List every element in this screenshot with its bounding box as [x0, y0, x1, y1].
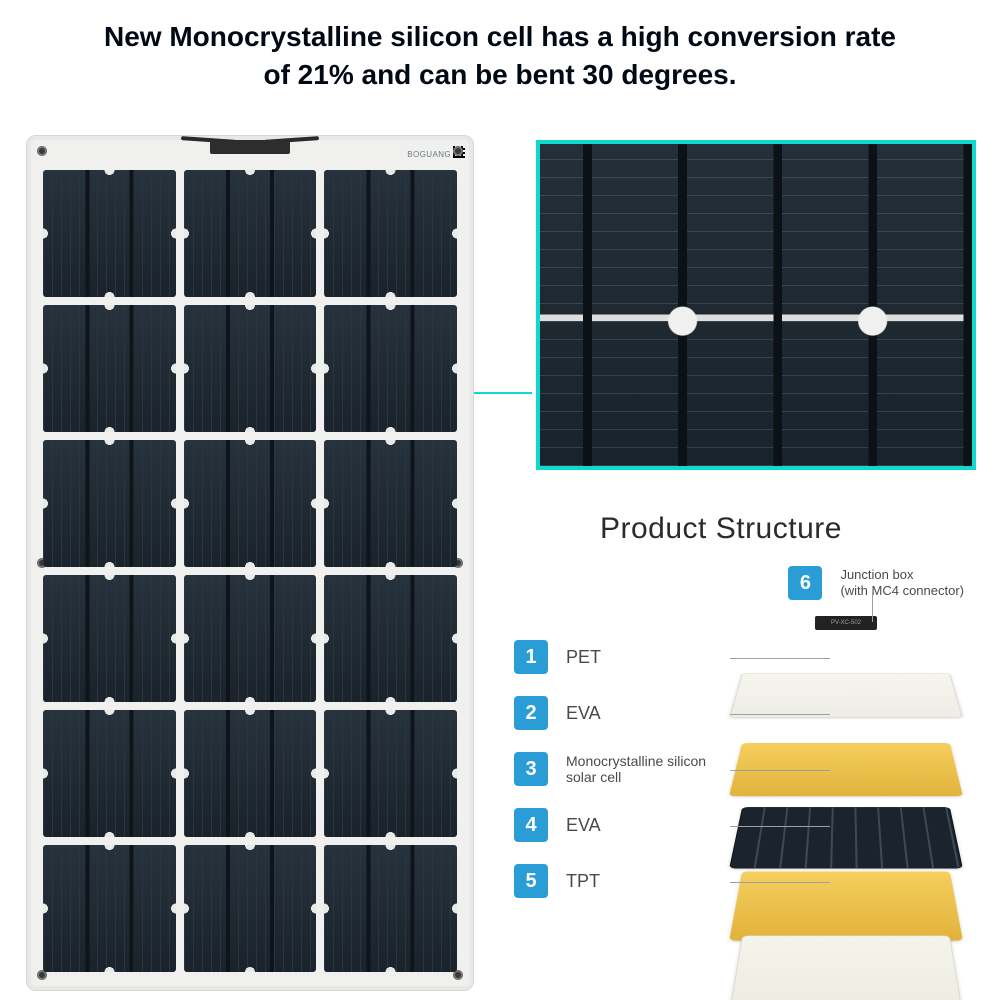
- solar-cell: [324, 845, 457, 972]
- leader-line: [730, 658, 830, 659]
- layer-text-6: Junction box (with MC4 connector): [840, 567, 964, 598]
- solar-cell: [43, 845, 176, 972]
- headline: New Monocrystalline silicon cell has a h…: [90, 18, 910, 94]
- layer-badge: 5: [514, 864, 548, 898]
- layer-tpt: [729, 936, 963, 1000]
- layer-text: Monocrystalline silicon solar cell: [566, 753, 734, 785]
- solar-cell: [184, 170, 317, 297]
- solar-cell: [324, 440, 457, 567]
- solar-panel: BOGUANG: [26, 135, 474, 991]
- layer-text: EVA: [566, 815, 601, 836]
- junction-box: [210, 140, 290, 154]
- callout-line: [474, 392, 532, 394]
- layer-cell: [729, 807, 963, 868]
- layer-badge: 2: [514, 696, 548, 730]
- solar-cell: [324, 305, 457, 432]
- junction-mini: PV-XC-502: [815, 616, 877, 630]
- layer-row: 2 EVA: [514, 696, 734, 730]
- leader-line: [730, 826, 830, 827]
- layer-badge: 3: [514, 752, 548, 786]
- solar-cell: [184, 440, 317, 567]
- solar-cell: [43, 305, 176, 432]
- layer-badge: 4: [514, 808, 548, 842]
- solar-cell: [184, 575, 317, 702]
- layer-text: EVA: [566, 703, 601, 724]
- solar-cell: [43, 575, 176, 702]
- solar-cell: [184, 305, 317, 432]
- solar-cell: [324, 170, 457, 297]
- layer-text: PET: [566, 647, 601, 668]
- solar-cell: [184, 845, 317, 972]
- solar-cell: [43, 440, 176, 567]
- layer-labels: 1 PET 2 EVA 3 Monocrystalline silicon solar c…: [514, 640, 734, 920]
- solar-cell: [43, 710, 176, 837]
- solar-cell: [324, 710, 457, 837]
- mount-hole: [453, 146, 463, 156]
- layer-row: 1 PET: [514, 640, 734, 674]
- closeup-image: [536, 140, 976, 470]
- leader-line: [872, 592, 873, 622]
- cell-grid: [43, 170, 457, 972]
- layer-text: TPT: [566, 871, 600, 892]
- junction-label: 6 Junction box (with MC4 connector): [788, 566, 964, 600]
- layer-row: 3 Monocrystalline silicon solar cell: [514, 752, 734, 786]
- layer-badge-6: 6: [788, 566, 822, 600]
- layer-row: 4 EVA: [514, 808, 734, 842]
- leader-line: [730, 714, 830, 715]
- layers-figure: PV-XC-502: [716, 616, 976, 976]
- layer-badge: 1: [514, 640, 548, 674]
- leader-line: [730, 882, 830, 883]
- solar-cell: [43, 170, 176, 297]
- solar-cell: [324, 575, 457, 702]
- solar-cell: [184, 710, 317, 837]
- structure-title: Product Structure: [600, 512, 842, 546]
- layer-pet: [729, 673, 963, 717]
- mount-hole: [37, 146, 47, 156]
- leader-line: [730, 770, 830, 771]
- layer-row: 5 TPT: [514, 864, 734, 898]
- brand-label: BOGUANG: [407, 150, 451, 159]
